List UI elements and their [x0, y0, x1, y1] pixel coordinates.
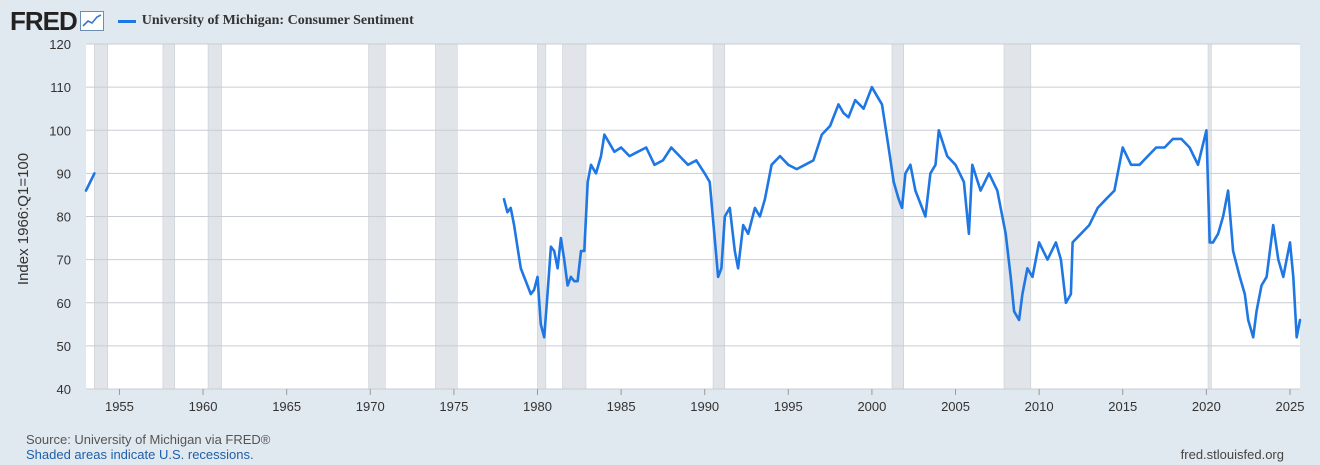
x-axis-ticks: 1955 1960 1965 1970 1975 1980 1985 1990 1995 2000… — [105, 389, 1304, 414]
chart-legend: University of Michigan: Consumer Sentime… — [117, 13, 414, 29]
series-line-segment — [84, 172, 96, 192]
x-tick-label: 1975 — [439, 399, 468, 414]
x-tick-label: 1960 — [189, 399, 218, 414]
legend-swatch — [117, 19, 136, 23]
recession-note[interactable]: Shaded areas indicate U.S. recessions. — [26, 447, 254, 462]
x-tick-label: 1985 — [607, 399, 636, 414]
y-tick-label: 90 — [57, 166, 71, 181]
x-tick-label: 2015 — [1108, 399, 1137, 414]
x-tick-label: 2000 — [857, 399, 886, 414]
y-tick-label: 120 — [49, 37, 71, 52]
source-url[interactable]: fred.stlouisfed.org — [1180, 447, 1284, 462]
fred-logo[interactable]: FRED — [10, 5, 78, 36]
series-line-segment — [502, 85, 1302, 339]
y-tick-label: 110 — [50, 80, 71, 95]
y-tick-label: 100 — [49, 123, 71, 138]
legend-label: University of Michigan: Consumer Sentime… — [141, 13, 414, 28]
x-tick-label: 2020 — [1192, 399, 1221, 414]
y-tick-label: 80 — [57, 210, 71, 225]
x-tick-label: 1995 — [774, 399, 803, 414]
source-note: Source: University of Michigan via FRED® — [26, 432, 271, 447]
x-tick-label: 2025 — [1276, 399, 1305, 414]
y-tick-label: 50 — [57, 339, 71, 354]
y-axis-label: Index 1966:Q1=100 — [15, 153, 32, 285]
x-tick-label: 1970 — [356, 399, 385, 414]
y-axis-ticks: 40 50 60 70 80 90 100 110 120 — [49, 37, 71, 397]
y-tick-label: 70 — [57, 253, 71, 268]
x-tick-label: 2005 — [941, 399, 970, 414]
x-tick-label: 1980 — [523, 399, 552, 414]
series-lines — [84, 85, 1302, 339]
grid — [86, 43, 1300, 390]
x-tick-label: 2010 — [1025, 399, 1054, 414]
x-tick-label: 1965 — [272, 399, 301, 414]
x-tick-label: 1955 — [105, 399, 134, 414]
line-chart-icon — [79, 11, 104, 31]
y-tick-label: 60 — [57, 296, 71, 311]
chart-header: FRED University of Michigan: Consumer Se… — [10, 6, 414, 36]
y-tick-label: 40 — [57, 382, 71, 397]
x-tick-label: 1990 — [690, 399, 719, 414]
